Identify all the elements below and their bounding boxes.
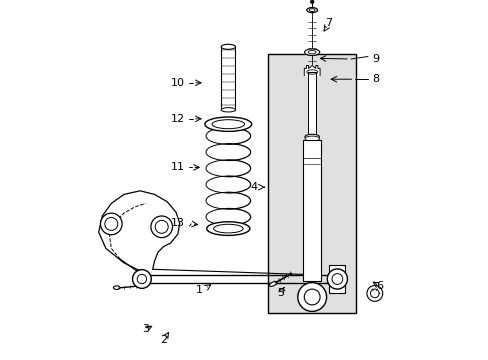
Ellipse shape [306, 8, 317, 13]
Text: 10: 10 [171, 78, 185, 88]
Text: 3: 3 [142, 324, 149, 334]
Circle shape [310, 0, 313, 4]
Text: 8: 8 [371, 74, 379, 84]
Text: 5: 5 [276, 288, 284, 298]
Bar [307, 72, 316, 137]
Text: 11: 11 [171, 162, 185, 172]
Text: 13: 13 [171, 218, 185, 228]
Bar [328, 265, 345, 293]
Ellipse shape [221, 44, 235, 49]
Text: 7: 7 [325, 18, 332, 28]
Bar [267, 54, 355, 313]
Circle shape [151, 216, 172, 238]
Bar [303, 140, 321, 281]
Circle shape [366, 285, 382, 301]
Text: 1: 1 [196, 285, 203, 295]
Ellipse shape [305, 136, 319, 141]
Text: 2: 2 [160, 335, 167, 345]
Ellipse shape [305, 134, 319, 139]
Circle shape [297, 283, 326, 311]
Text: 9: 9 [371, 54, 379, 64]
Ellipse shape [204, 117, 251, 131]
Text: 4: 4 [249, 182, 257, 192]
Ellipse shape [304, 49, 319, 55]
Circle shape [132, 270, 151, 288]
Circle shape [326, 269, 347, 289]
Ellipse shape [113, 286, 120, 289]
Ellipse shape [269, 282, 276, 286]
Ellipse shape [221, 108, 235, 112]
Bar [221, 47, 235, 110]
Ellipse shape [206, 222, 249, 235]
Text: 12: 12 [171, 114, 185, 124]
Circle shape [101, 213, 122, 235]
Polygon shape [304, 66, 320, 76]
Text: 6: 6 [375, 281, 382, 291]
